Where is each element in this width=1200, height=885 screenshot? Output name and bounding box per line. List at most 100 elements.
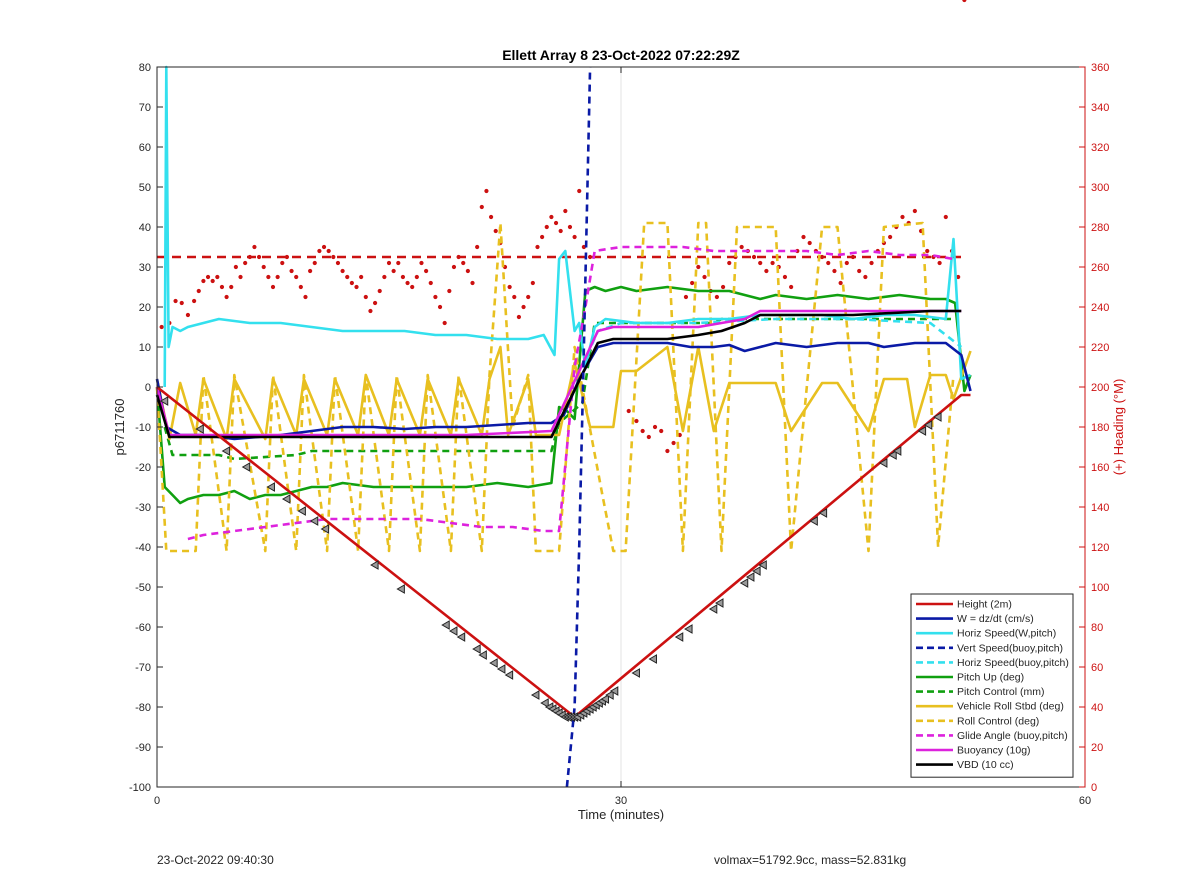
height-marker-13 [456, 632, 466, 642]
height-marker-10 [396, 584, 405, 594]
heading-point-63 [461, 260, 466, 266]
heading-point-123 [826, 260, 831, 266]
y-right-tick-label-5: 100 [1091, 582, 1109, 594]
heading-point-116 [782, 274, 788, 280]
heading-point-67 [479, 204, 484, 210]
heading-point-25 [284, 254, 290, 260]
heading-point-3 [179, 300, 184, 306]
height-marker-19 [530, 690, 540, 700]
heading-point-61 [451, 264, 457, 270]
legend-label-8: Roll Control (deg) [957, 715, 1039, 727]
heading-point-76 [521, 304, 526, 310]
height-marker-14 [472, 644, 481, 654]
height-marker-6 [297, 506, 306, 516]
heading-point-23 [275, 274, 280, 280]
height-marker-50 [752, 566, 761, 576]
heading-point-119 [801, 234, 806, 240]
heading-point-75 [516, 314, 522, 320]
heading-point-65 [470, 280, 475, 286]
heading-point-39 [349, 280, 354, 286]
y-tick-label-2: -80 [135, 702, 151, 714]
heading-point-4 [185, 312, 191, 318]
heading-point-101 [690, 280, 695, 286]
x-tick-label-2: 60 [1079, 795, 1091, 807]
y-right-tick-label-14: 280 [1091, 222, 1109, 234]
heading-point-96 [659, 428, 664, 434]
heading-point-7 [201, 278, 206, 284]
heading-point-62 [456, 254, 461, 260]
height-marker-42 [631, 668, 640, 678]
y-right-tick-label-12: 240 [1091, 302, 1109, 314]
heading-point-56 [428, 280, 433, 286]
x-axis-label: Time (minutes) [578, 807, 664, 822]
heading-point-93 [640, 428, 645, 434]
heading-point-103 [702, 274, 707, 280]
height-marker-44 [674, 632, 684, 642]
y-right-tick-label-4: 80 [1091, 622, 1103, 634]
heading-point-78 [530, 280, 535, 286]
heading-point-85 [563, 208, 568, 214]
y-tick-label-16: 60 [139, 142, 151, 154]
heading-point-49 [396, 260, 401, 266]
heading-point-47 [386, 260, 392, 266]
height-marker-4 [266, 482, 275, 492]
height-marker-0 [159, 396, 169, 406]
heading-point-87 [572, 234, 577, 240]
heading-point-80 [540, 234, 545, 240]
y-right-tick-label-3: 60 [1091, 662, 1103, 674]
heading-point-35 [331, 254, 336, 260]
series-line-3 [565, 66, 592, 788]
legend-label-0: Height (2m) [957, 599, 1012, 611]
height-marker-51 [758, 560, 767, 570]
heading-point-30 [308, 268, 313, 274]
heading-point-21 [266, 274, 271, 280]
y-tick-label-6: -40 [135, 542, 151, 554]
heading-point-88 [577, 188, 582, 194]
heading-point-133 [888, 234, 893, 240]
series-line-9 [187, 245, 954, 541]
heading-point-29 [303, 294, 308, 300]
height-marker-12 [448, 626, 458, 636]
legend-label-9: Glide Angle (buoy,pitch) [957, 730, 1068, 742]
heading-point-66 [475, 244, 480, 250]
heading-point-128 [857, 268, 862, 274]
heading-point-83 [553, 220, 559, 226]
height-marker-55 [888, 450, 897, 460]
heading-point-137 [912, 208, 917, 214]
heading-point-0 [159, 324, 164, 330]
y-tick-label-0: -100 [129, 782, 151, 794]
chart-title: Ellett Array 8 23-Oct-2022 07:22:29Z [502, 47, 740, 63]
height-marker-3 [241, 462, 251, 472]
heading-point-91 [626, 408, 631, 414]
height-marker-46 [708, 604, 718, 614]
y-tick-label-3: -70 [135, 662, 151, 674]
y-tick-label-5: -50 [135, 582, 151, 594]
y-tick-label-10: 0 [145, 382, 151, 394]
heading-point-135 [900, 214, 905, 220]
heading-point-120 [807, 240, 812, 246]
heading-point-45 [377, 288, 382, 294]
heading-point-43 [368, 308, 373, 314]
y-tick-label-13: 30 [139, 262, 151, 274]
series-line-10 [155, 309, 962, 437]
height-marker-18 [504, 670, 514, 680]
height-marker-41 [609, 686, 619, 696]
heading-point-9 [210, 278, 215, 284]
heading-point-26 [289, 268, 294, 274]
heading-point-139 [925, 248, 930, 254]
heading-point-144 [956, 274, 961, 280]
height-marker-40 [605, 690, 614, 700]
heading-point-141 [937, 260, 942, 266]
axes: 0 30 60-100-90-80-70-60-50-40-30-20-100102… [129, 62, 1109, 807]
heading-point-36 [335, 260, 341, 266]
heading-point-127 [850, 254, 856, 260]
height-marker-39 [600, 694, 610, 704]
y-tick-label-7: -30 [135, 502, 151, 514]
height-marker-59 [933, 412, 942, 422]
heading-point-20 [261, 264, 266, 270]
y-right-tick-label-13: 260 [1091, 262, 1109, 274]
heading-point-77 [526, 294, 531, 300]
heading-point-129 [863, 274, 868, 280]
heading-point-82 [549, 214, 554, 220]
heading-point-100 [683, 294, 689, 300]
